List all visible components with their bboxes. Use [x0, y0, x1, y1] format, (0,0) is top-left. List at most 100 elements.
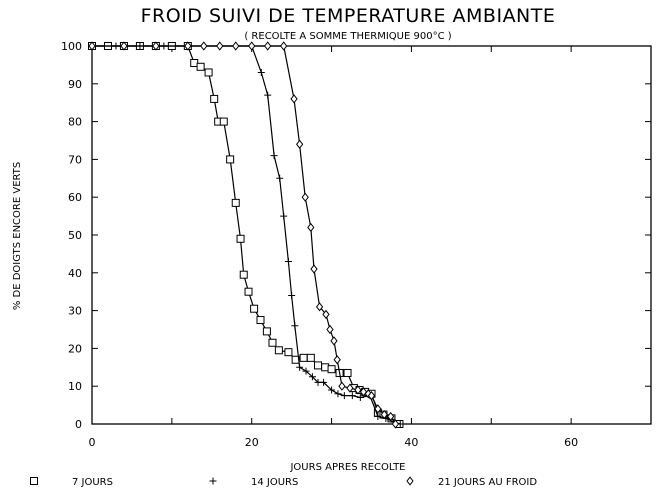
data-point [391, 419, 400, 429]
data-point [302, 367, 310, 375]
data-point [307, 222, 315, 233]
data-point [340, 392, 348, 400]
data-point [301, 192, 309, 202]
data-point [231, 198, 240, 207]
data-point [364, 389, 372, 399]
data-point [334, 390, 342, 398]
series-layer [88, 41, 404, 429]
data-point [204, 68, 213, 77]
data-point [380, 409, 388, 420]
data-point [354, 385, 362, 395]
data-point [374, 412, 382, 420]
y-axis-label: % DE DOIGTS ENCORE VERTS [12, 162, 23, 310]
data-point [322, 309, 330, 319]
data-point [256, 316, 265, 325]
series-1 [88, 42, 404, 428]
data-point [274, 346, 283, 355]
data-point [219, 117, 228, 126]
x-axis-label: JOURS APRES RECOLTE [289, 462, 405, 473]
legend-marker [406, 476, 414, 486]
data-point [327, 365, 336, 374]
x-tick-label: 20 [245, 436, 259, 449]
data-point [152, 41, 160, 51]
data-point [315, 302, 324, 312]
data-point [295, 139, 304, 149]
y-tick-label: 20 [68, 342, 82, 355]
data-point [232, 41, 240, 51]
data-point [88, 41, 96, 51]
y-tick-label: 70 [68, 153, 82, 166]
data-point [216, 41, 224, 51]
data-point [310, 264, 318, 274]
data-point [200, 41, 208, 51]
data-point [184, 41, 192, 51]
data-point [343, 368, 352, 377]
y-tick-label: 50 [68, 229, 82, 242]
series-2 [88, 42, 404, 428]
data-point [367, 391, 376, 401]
data-point [333, 355, 341, 365]
data-point [296, 363, 304, 371]
data-point [210, 94, 219, 103]
data-point [264, 91, 272, 99]
data-point [270, 152, 278, 160]
x-tick-label: 0 [89, 436, 96, 449]
data-point [326, 324, 334, 335]
data-point [276, 174, 284, 182]
y-tick-label: 60 [68, 191, 82, 204]
data-point [264, 41, 272, 51]
legend: 7 JOURS 14 JOURS 21 JOURS AU FROID [30, 476, 537, 488]
data-point [299, 353, 308, 362]
data-point [348, 392, 356, 400]
data-point [290, 94, 298, 104]
y-tick-label: 40 [68, 267, 82, 280]
data-point [257, 68, 265, 76]
chart-title: FROID SUIVI DE TEMPERATURE AMBIANTE [141, 5, 556, 27]
data-point [268, 338, 277, 347]
x-tick-label: 60 [564, 436, 578, 449]
chart-subtitle: ( RECOLTE A SOMME THERMIQUE 900°C ) [244, 31, 451, 42]
y-axis: 0 10 20 30 40 50 60 70 80 90 100 [61, 40, 651, 431]
data-point [374, 404, 382, 414]
data-point [226, 155, 235, 164]
data-point [387, 411, 395, 422]
data-point [313, 361, 322, 370]
data-point [250, 304, 259, 313]
y-tick-label: 10 [68, 380, 82, 393]
data-point [308, 373, 316, 381]
data-point [120, 41, 128, 51]
data-point [262, 327, 271, 336]
legend-label: 14 JOURS [251, 477, 298, 488]
legend-label: 7 JOURS [72, 477, 113, 488]
y-tick-label: 80 [68, 116, 82, 129]
y-tick-label: 0 [75, 418, 82, 431]
series-line [92, 45, 400, 425]
legend-marker [209, 477, 217, 485]
y-tick-label: 90 [68, 78, 82, 91]
data-point [330, 336, 338, 346]
data-point [284, 257, 292, 265]
data-point [280, 212, 288, 220]
data-point [288, 291, 296, 299]
plot-border [91, 45, 652, 425]
legend-marker [30, 477, 38, 485]
data-point [239, 270, 248, 279]
data-point [356, 394, 364, 402]
data-point [338, 381, 346, 391]
y-tick-label: 30 [68, 305, 82, 318]
data-point [320, 378, 328, 386]
data-point [291, 322, 299, 330]
data-point [236, 234, 245, 243]
x-axis: 0 20 40 60 [89, 46, 652, 449]
y-tick-label: 100 [61, 40, 82, 53]
data-point [346, 383, 354, 393]
data-point [244, 287, 253, 296]
data-point [248, 41, 256, 51]
data-point [280, 41, 288, 51]
series-3 [88, 41, 400, 429]
plot-frame [91, 45, 652, 425]
data-point [328, 386, 336, 394]
x-tick-label: 40 [404, 436, 418, 449]
series-line [92, 45, 401, 425]
